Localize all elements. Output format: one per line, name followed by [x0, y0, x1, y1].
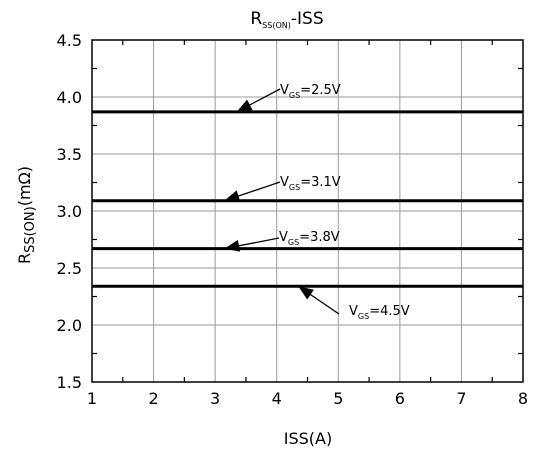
- series-label-2: VGS=3.1V: [280, 175, 341, 192]
- series-annotations: VGS=2.5V VGS=3.1V VGS=3.8V VGS=4.5V: [224, 83, 410, 321]
- x-tick-label: 5: [333, 389, 343, 408]
- y-tick-label: 2.5: [57, 259, 82, 278]
- x-tick-labels: 1 2 3 4 5 6 7 8: [87, 389, 528, 408]
- chart-title: RSS(ON)-ISS: [250, 9, 323, 30]
- x-tick-label: 6: [395, 389, 405, 408]
- arrow-head: [236, 99, 253, 112]
- x-axis-label: ISS(A): [284, 429, 332, 448]
- arrow-head: [298, 286, 314, 300]
- tick-marks: [92, 40, 523, 382]
- x-tick-label: 7: [456, 389, 466, 408]
- y-tick-label: 1.5: [57, 373, 82, 392]
- arrow-head: [224, 190, 241, 202]
- y-tick-label: 2.0: [57, 316, 82, 335]
- y-tick-labels: 1.5 2.0 2.5 3.0 3.5 4.0 4.5: [57, 31, 82, 392]
- y-tick-label: 4.0: [57, 88, 82, 107]
- x-tick-label: 4: [272, 389, 282, 408]
- x-tick-label: 8: [518, 389, 528, 408]
- x-tick-label: 3: [210, 389, 220, 408]
- series-label-3: VGS=3.8V: [279, 230, 340, 247]
- y-tick-label: 3.5: [57, 145, 82, 164]
- series-label-1: VGS=2.5V: [280, 83, 341, 100]
- grid: [91, 39, 524, 383]
- y-tick-label: 3.0: [57, 202, 82, 221]
- y-axis-label: RSS(ON)(mΩ): [15, 166, 38, 264]
- x-tick-label: 2: [148, 389, 158, 408]
- series-lines: [92, 110, 523, 288]
- x-tick-label: 1: [87, 389, 97, 408]
- y-tick-label: 4.5: [57, 31, 82, 50]
- series-label-4: VGS=4.5V: [349, 304, 410, 321]
- arrow-head: [224, 239, 241, 252]
